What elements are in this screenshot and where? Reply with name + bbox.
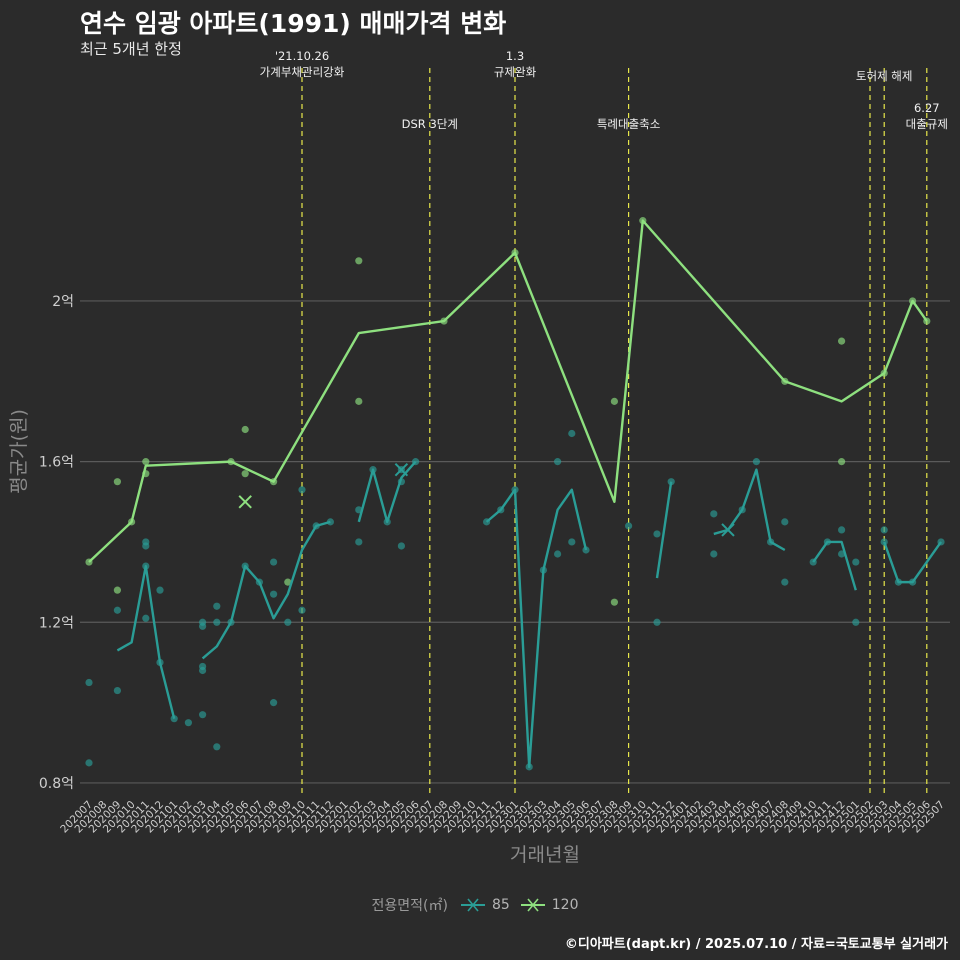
- data-point-85: [554, 458, 562, 466]
- data-point-85: [213, 602, 221, 610]
- data-point-85: [355, 538, 363, 546]
- event-label: 토허제 해제: [856, 69, 913, 83]
- event-label: 1.3: [506, 49, 524, 63]
- data-point-85: [710, 550, 718, 558]
- data-point-85: [213, 743, 221, 751]
- data-point-85: [582, 546, 590, 554]
- data-point-85: [667, 478, 675, 486]
- data-point-120: [838, 337, 846, 345]
- x-axis-title: 거래년월: [510, 844, 580, 866]
- data-point-120: [610, 598, 619, 606]
- data-point-85: [752, 458, 761, 466]
- legend-key-85-icon: [460, 898, 485, 912]
- cancel-stroke: [721, 523, 735, 537]
- event-label: 특례대출축소: [597, 117, 660, 131]
- data-point-85: [113, 606, 121, 614]
- cancel-mark-120: [238, 495, 252, 509]
- series-line-85: [116, 564, 176, 719]
- series-line-85: [812, 540, 857, 591]
- data-point-120: [142, 458, 150, 466]
- y-tick-label: 1.6억: [39, 455, 74, 471]
- data-point-85: [270, 590, 278, 598]
- data-point-120: [610, 397, 619, 405]
- chart-title: 연수 임광 아파트(1991) 매매가격 변화: [80, 9, 507, 38]
- data-point-85: [113, 686, 121, 695]
- y-tick-label: 0.8억: [39, 776, 74, 792]
- series-line-85: [485, 488, 588, 769]
- data-point-85: [142, 538, 150, 546]
- data-point-120: [284, 578, 292, 586]
- data-point-85: [85, 759, 93, 767]
- legend-item-120: 120: [520, 897, 579, 913]
- data-point-85: [781, 578, 789, 586]
- data-point-120: [838, 458, 846, 466]
- legend-label-120: 120: [551, 897, 579, 913]
- series-line-85: [883, 541, 942, 584]
- cancel-stroke: [394, 462, 409, 477]
- event-label: '21.10.26: [275, 49, 329, 63]
- series-line-85: [201, 520, 331, 660]
- data-point-120: [241, 425, 249, 434]
- event-label: 6.27: [914, 101, 940, 115]
- data-point-85: [270, 558, 278, 566]
- chart-subtitle: 최근 5개년 한정: [80, 40, 182, 58]
- data-point-120: [241, 470, 249, 478]
- data-point-85: [852, 558, 860, 566]
- event-label: DSR 3단계: [402, 117, 458, 131]
- y-tick-label: 2억: [52, 294, 74, 310]
- data-point-85: [199, 662, 207, 671]
- cancel-mark-85: [394, 462, 409, 477]
- data-point-85: [199, 711, 207, 719]
- y-tick-label: 1.2억: [39, 615, 74, 631]
- cancel-stroke: [238, 495, 252, 509]
- data-point-85: [838, 526, 846, 534]
- legend-key-120-icon: [520, 898, 545, 912]
- data-point-85: [653, 618, 661, 626]
- series-line-85: [655, 481, 673, 579]
- data-point-85: [298, 606, 306, 614]
- data-point-85: [781, 518, 789, 526]
- data-point-85: [625, 522, 633, 530]
- data-point-85: [397, 542, 405, 550]
- source-caption: ©디아파트(dapt.kr) / 2025.07.10 / 자료=국토교통부 실…: [564, 937, 948, 952]
- series-line-85: [713, 468, 786, 552]
- legend-label-85: 85: [491, 897, 510, 913]
- data-point-85: [568, 538, 576, 546]
- data-point-85: [156, 586, 164, 594]
- cancel-mark-85: [721, 523, 735, 537]
- data-point-120: [355, 397, 363, 405]
- data-point-85: [710, 510, 718, 518]
- series-line-85: [357, 460, 417, 524]
- data-point-85: [213, 618, 221, 626]
- data-point-85: [142, 614, 150, 622]
- legend-item-85: 85: [460, 897, 510, 913]
- data-point-85: [298, 486, 306, 494]
- data-point-120: [113, 586, 121, 594]
- event-label: 규제완화: [494, 65, 537, 79]
- legend: 전용면적(㎡) 85 120: [0, 895, 960, 915]
- data-point-85: [184, 719, 192, 727]
- data-point-120: [355, 257, 363, 265]
- data-point-85: [653, 530, 661, 538]
- y-axis-title: 평균가(원): [8, 409, 30, 494]
- data-point-85: [85, 678, 93, 687]
- data-point-120: [113, 478, 121, 486]
- data-point-85: [554, 550, 562, 558]
- series-line-120: [88, 219, 928, 563]
- data-point-85: [880, 526, 888, 534]
- event-label: 대출규제: [906, 117, 948, 131]
- legend-title: 전용면적(㎡): [371, 898, 448, 914]
- data-point-85: [270, 699, 278, 707]
- data-point-85: [284, 618, 292, 626]
- event-label: 가계부채관리강화: [260, 65, 345, 79]
- data-point-85: [852, 618, 860, 626]
- data-point-85: [199, 622, 207, 630]
- data-point-85: [568, 429, 576, 438]
